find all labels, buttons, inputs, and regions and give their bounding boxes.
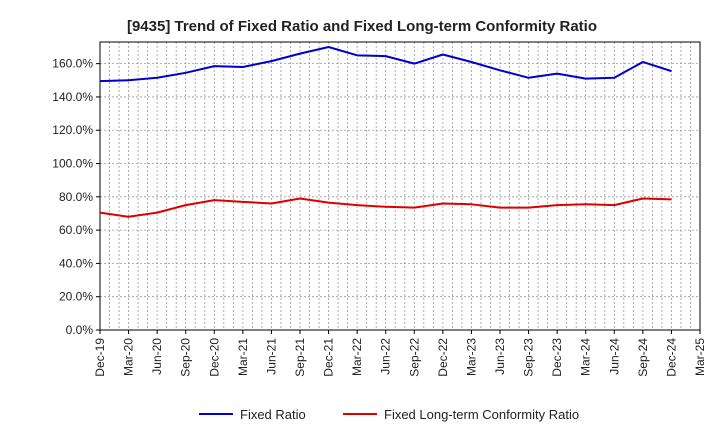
x-tick-label: Dec-24 [664, 338, 678, 377]
y-tick-label: 0.0% [66, 323, 94, 337]
legend-label-fixed-ratio: Fixed Ratio [240, 407, 306, 422]
x-tick-label: Mar-22 [350, 338, 364, 376]
y-tick-label: 140.0% [52, 90, 93, 104]
x-tick-label: Sep-22 [407, 338, 421, 377]
x-tick-label: Jun-23 [493, 338, 507, 375]
y-tick-label: 80.0% [59, 190, 93, 204]
y-tick-label: 40.0% [59, 256, 93, 270]
x-tick-label: Sep-20 [179, 338, 193, 377]
legend: Fixed Ratio Fixed Long-term Conformity R… [199, 407, 579, 422]
x-tick-label: Jun-22 [379, 338, 393, 375]
y-tick-label: 100.0% [52, 157, 93, 171]
y-tick-label: 120.0% [52, 123, 93, 137]
x-tick-label: Dec-20 [207, 338, 221, 377]
series-layer [99, 45, 672, 218]
plot-frame [99, 41, 701, 331]
y-tick-label: 20.0% [59, 290, 93, 304]
x-tick-label: Sep-24 [636, 338, 650, 377]
x-tick-label: Mar-25 [693, 338, 707, 376]
series-line-fixed-ratio [99, 45, 672, 83]
x-tick-label: Dec-22 [436, 338, 450, 377]
chart-title: [9435] Trend of Fixed Ratio and Fixed Lo… [127, 18, 597, 35]
x-tick-label: Dec-19 [93, 338, 107, 377]
x-tick-label: Mar-23 [464, 338, 478, 376]
x-tick-label: Mar-24 [579, 338, 593, 376]
y-tick-label: 60.0% [59, 223, 93, 237]
x-tick-label: Jun-24 [607, 338, 621, 375]
x-tick-label: Jun-20 [150, 338, 164, 375]
x-tick-label: Dec-21 [322, 338, 336, 377]
x-tick-label: Sep-21 [293, 338, 307, 377]
series-line-fixed-long-term-conformity-ratio [99, 197, 672, 218]
y-axis: 0.0% 20.0% 40.0% 60.0% 80.0% 100.0% 120.0% 140.… [52, 57, 100, 337]
x-tick-label: Sep-23 [522, 338, 536, 377]
x-tick-label: Jun-21 [264, 338, 278, 375]
x-axis: Dec-19 Mar-20 Jun-20 Sep-20 Dec-20 Mar-21 Jun-… [93, 330, 707, 377]
x-tick-label: Mar-20 [122, 338, 136, 376]
y-tick-label: 160.0% [52, 57, 93, 71]
grid-layer [100, 42, 700, 330]
x-tick-label: Mar-21 [236, 338, 250, 376]
x-tick-label: Dec-23 [550, 338, 564, 377]
legend-label-fixed-long-term-conformity-ratio: Fixed Long-term Conformity Ratio [384, 407, 579, 422]
